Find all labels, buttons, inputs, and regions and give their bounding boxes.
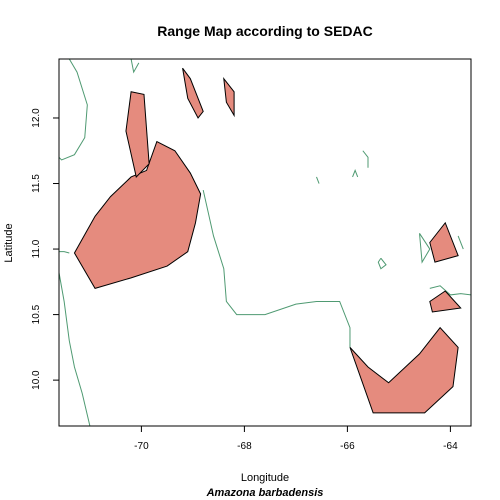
x-tick-label: -66 (340, 441, 355, 452)
coastline-segment (377, 257, 387, 270)
range-polygon (182, 67, 204, 119)
plot-frame (58, 58, 472, 427)
coastline-segment (352, 169, 359, 178)
y-tick-label: 10.5 (31, 304, 42, 324)
x-tick-label: -64 (443, 441, 458, 452)
range-polygon (349, 326, 459, 414)
coastline-segment (419, 233, 431, 264)
x-tick-label: -68 (237, 441, 252, 452)
coastline-segment (59, 272, 91, 426)
y-axis: 10.0 10.5 11.0 11.5 12.0 (31, 108, 59, 390)
map-title: Range Map according to SEDAC (157, 23, 372, 39)
x-axis-label: Longitude (241, 472, 289, 484)
range-polygon (125, 91, 150, 178)
range-layer (73, 67, 462, 414)
range-polygon (429, 290, 462, 313)
range-polygon (429, 221, 459, 263)
coastline-segment (429, 285, 471, 296)
range-polygon (73, 140, 202, 289)
x-tick-label: -70 (134, 441, 149, 452)
species-subtitle: Amazona barbadensis (206, 487, 324, 499)
range-polygon (223, 76, 235, 118)
coastline-segment (457, 235, 464, 250)
coastline-segment (316, 176, 320, 184)
coastline-segment (362, 150, 369, 168)
coastline-segment (59, 59, 88, 161)
coastline-segment (202, 189, 351, 348)
y-tick-label: 11.5 (31, 174, 42, 193)
y-tick-label: 11.0 (31, 239, 42, 258)
coastline-layer (59, 59, 471, 426)
y-axis-label: Latitude (3, 223, 15, 262)
y-tick-label: 12.0 (31, 108, 42, 128)
coastline-segment (130, 59, 140, 74)
coastline-segment (59, 251, 70, 254)
y-tick-label: 10.0 (31, 370, 42, 390)
x-axis: -70 -68 -66 -64 (134, 426, 458, 452)
